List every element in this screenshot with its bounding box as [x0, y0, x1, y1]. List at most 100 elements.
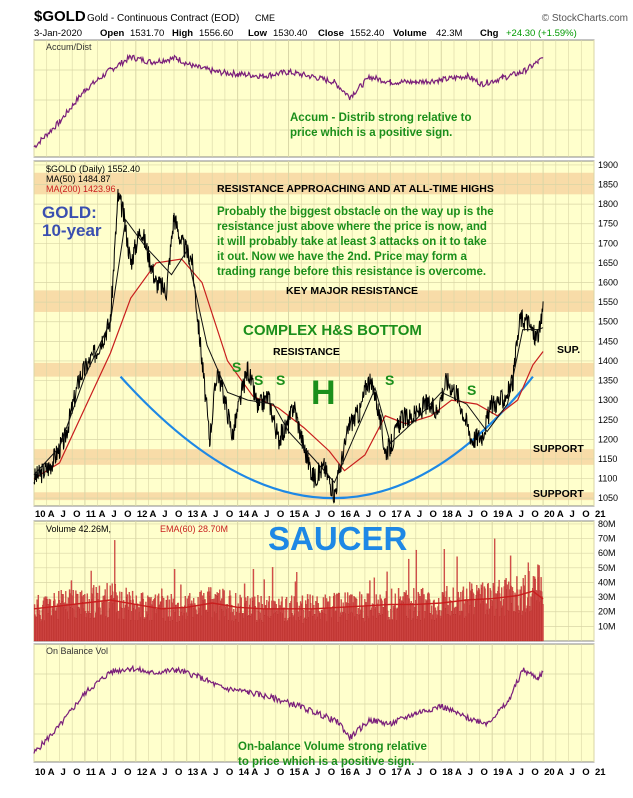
x-axis-label: J: [264, 767, 269, 778]
x-axis-label: O: [226, 509, 233, 520]
x-axis-label: A: [200, 767, 207, 778]
shoulder-label-2: S: [254, 372, 263, 388]
volume-legend-ema: EMA(60) 28.70M: [160, 524, 228, 534]
x-axis-label: J: [213, 509, 218, 520]
volume-y-tick: 40M: [598, 577, 616, 587]
shoulder-label-5: S: [467, 382, 476, 398]
x-axis-label: 18: [442, 767, 453, 778]
x-axis-label: 19: [493, 767, 504, 778]
header-volume-label: Volume: [393, 28, 427, 39]
price-y-tick: 1350: [598, 376, 618, 386]
x-axis-label: J: [60, 509, 65, 520]
price-y-tick: 1050: [598, 493, 618, 503]
price-y-tick: 1250: [598, 415, 618, 425]
x-axis-label: A: [353, 767, 360, 778]
accum-dist-grid: [33, 40, 595, 157]
saucer-label: SAUCER: [268, 520, 408, 557]
x-axis-label: 17: [391, 509, 402, 520]
volume-bars: [33, 538, 544, 642]
volume-y-axis-labels: 10M 20M 30M 40M 50M 60M 70M 80M: [598, 519, 616, 631]
x-axis-label: O: [379, 767, 386, 778]
x-axis-label: J: [315, 509, 320, 520]
x-axis-label: A: [48, 767, 55, 778]
header-high-value: 1556.60: [199, 28, 233, 39]
x-axis-label: O: [277, 509, 284, 520]
x-axis-label: O: [379, 509, 386, 520]
x-axis-label: 12: [137, 509, 148, 520]
volume-legend-volume: Volume 42.26M,: [46, 524, 111, 534]
x-axis-labels-obv: 10 A J O 11 A J O 12 A J O 13 A J O 14 A J O 15 A J O 16 A J O 17 A J O…: [35, 767, 606, 778]
obv-annotation-line2: to price which is a positive sign.: [238, 756, 414, 768]
volume-y-tick: 20M: [598, 607, 616, 617]
x-axis-label: 17: [391, 767, 402, 778]
commentary-line-5: trading range before this resistance is …: [217, 266, 486, 278]
price-y-tick: 1800: [598, 199, 618, 209]
accum-dist-line: [33, 53, 544, 149]
pattern-label: COMPLEX H&S BOTTOM: [243, 322, 422, 339]
volume-y-tick: 50M: [598, 563, 616, 573]
accum-dist-annotation-line2: price which is a positive sign.: [290, 127, 452, 139]
band-label-key-major: KEY MAJOR RESISTANCE: [286, 285, 418, 297]
x-axis-label: O: [430, 509, 437, 520]
header-description: Gold - Continuous Contract (EOD): [87, 13, 239, 24]
x-axis-label: 13: [188, 509, 199, 520]
x-axis-label: J: [519, 767, 524, 778]
header-open-label: Open: [100, 28, 124, 39]
price-y-tick: 1150: [598, 454, 617, 464]
x-axis-label: O: [531, 509, 538, 520]
x-axis-label: 12: [137, 767, 148, 778]
band-label-ath: RESISTANCE APPROACHING AND AT ALL-TIME H…: [217, 183, 494, 195]
x-axis-label: 19: [493, 509, 504, 520]
price-y-tick: 1200: [598, 434, 618, 444]
gold-price-line: [33, 188, 544, 504]
commentary-line-4: it out. Now we have the 2nd. Price may f…: [217, 251, 467, 263]
x-axis-label: J: [570, 767, 575, 778]
x-axis-label: J: [417, 767, 422, 778]
x-axis-label: 16: [340, 767, 351, 778]
x-axis-label: A: [302, 509, 309, 520]
x-axis-label: A: [506, 767, 513, 778]
header-volume-value: 42.3M: [436, 28, 462, 39]
header-watermark: © StockCharts.com: [542, 13, 628, 24]
shoulder-label-4: S: [385, 372, 394, 388]
x-axis-label: J: [264, 509, 269, 520]
price-y-tick: 1900: [598, 160, 618, 170]
x-axis-label: O: [582, 509, 589, 520]
x-axis-label: A: [404, 767, 411, 778]
x-axis-label: O: [73, 767, 80, 778]
x-axis-label: O: [328, 767, 335, 778]
price-y-tick: 1850: [598, 180, 618, 190]
price-y-tick: 1400: [598, 356, 618, 366]
x-axis-label: A: [353, 509, 360, 520]
shoulder-label-3: S: [276, 372, 285, 388]
ma50-line: [33, 218, 544, 484]
band-label-sup: SUP.: [557, 344, 580, 356]
x-axis-label: J: [366, 767, 371, 778]
x-axis-label: 13: [188, 767, 199, 778]
x-axis-label: J: [570, 509, 575, 520]
x-axis-label: J: [468, 509, 473, 520]
head-label: H: [311, 374, 336, 412]
obv-grid: [33, 644, 595, 762]
band-label-support-upper: SUPPORT: [533, 443, 584, 455]
header-date: 3-Jan-2020: [34, 28, 82, 39]
x-axis-label: 21: [595, 509, 606, 520]
x-axis-label: A: [99, 509, 106, 520]
volume-y-tick: 70M: [598, 534, 616, 544]
x-axis-label: A: [506, 509, 513, 520]
x-axis-label: 10: [35, 509, 46, 520]
price-legend-ma200: MA(200) 1423.96: [46, 184, 116, 194]
x-axis-label: O: [277, 767, 284, 778]
x-axis-label: A: [150, 767, 157, 778]
volume-y-tick: 80M: [598, 519, 616, 529]
price-legend-ma50: MA(50) 1484.87: [46, 174, 111, 184]
x-axis-label: 10: [35, 767, 46, 778]
x-axis-label: O: [480, 767, 487, 778]
price-y-tick: 1100: [598, 474, 617, 484]
x-axis-label: J: [162, 509, 167, 520]
commentary-line-1: Probably the biggest obstacle on the way…: [217, 206, 494, 218]
header-low-label: Low: [248, 28, 268, 39]
x-axis-label: 20: [544, 509, 555, 520]
x-axis-label: A: [200, 509, 207, 520]
